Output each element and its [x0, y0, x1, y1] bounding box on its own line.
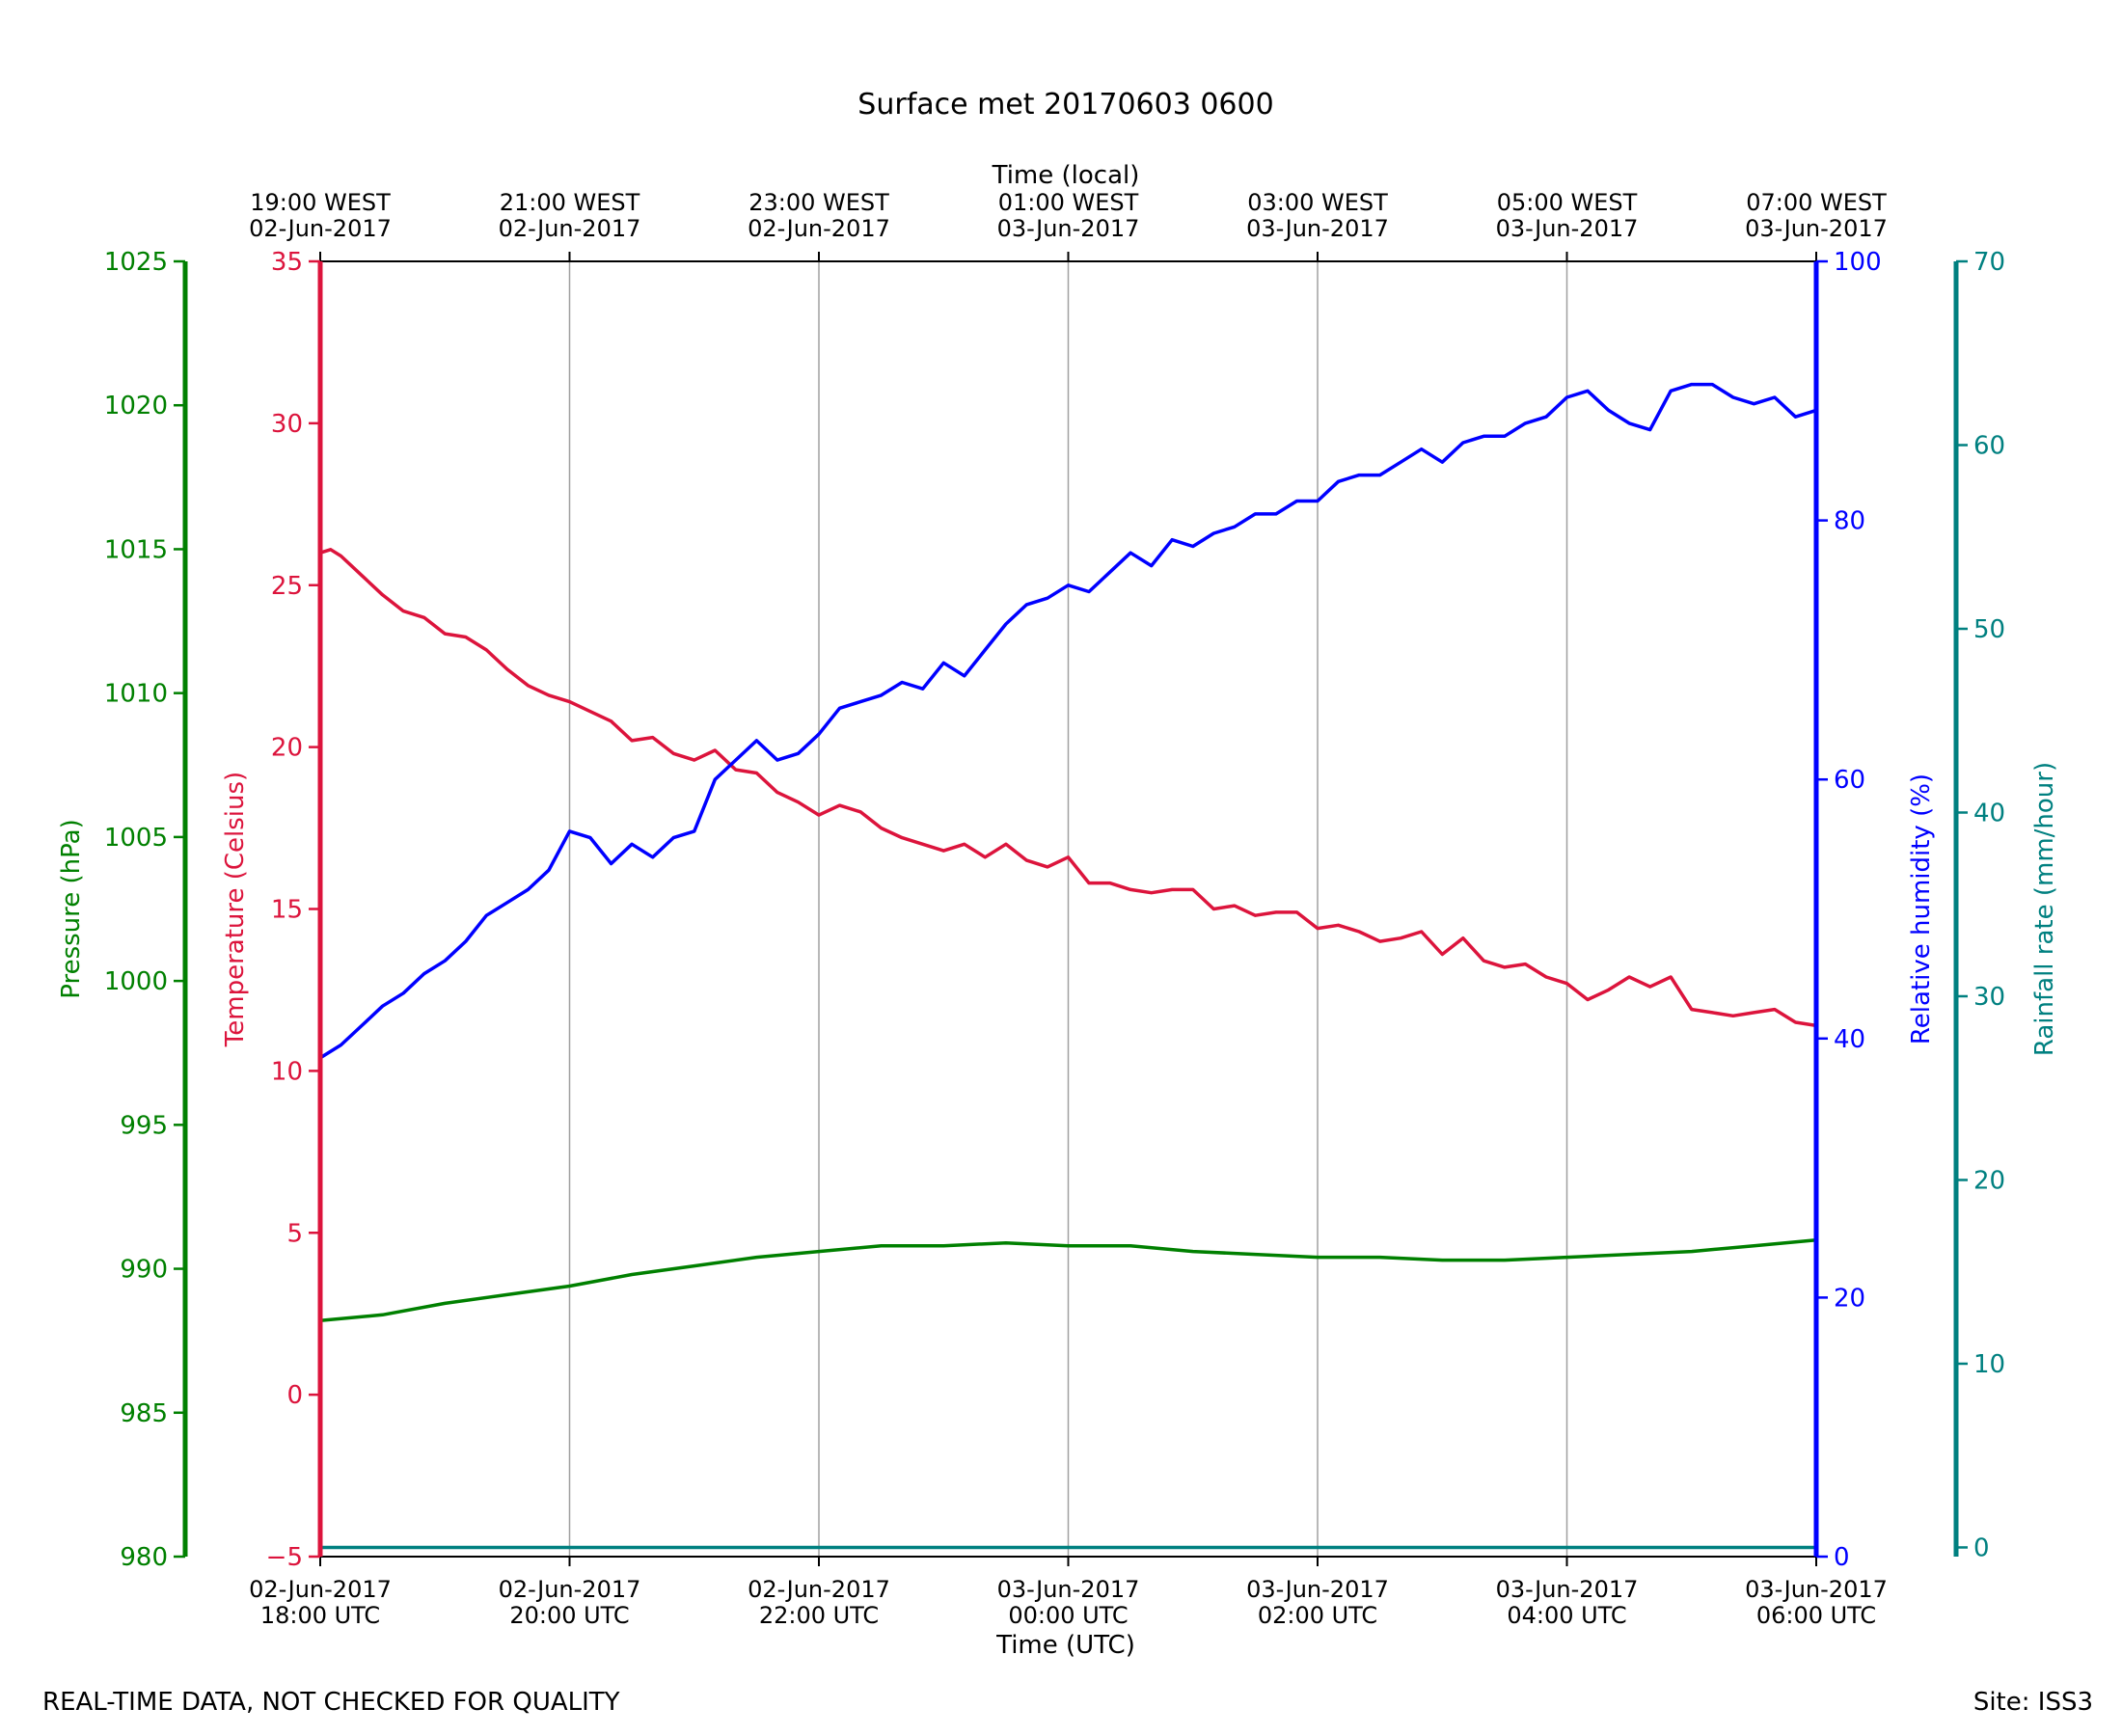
x2-tick-label: 03-Jun-2017 [1745, 215, 1888, 242]
pressure-tick-label: 1005 [104, 824, 168, 853]
rainfall-tick-label: 60 [1973, 431, 2005, 460]
temperature-tick-label: 35 [271, 248, 303, 277]
humidity-tick-label: 80 [1834, 507, 1865, 536]
x2-tick-label: 23:00 WEST [748, 189, 889, 216]
x-tick-label: 02:00 UTC [1258, 1602, 1377, 1629]
rainfall-axis-label: Rainfall rate (mm/hour) [2030, 762, 2059, 1056]
pressure-tick-label: 980 [120, 1543, 168, 1572]
x2-tick-label: 02-Jun-2017 [499, 215, 641, 242]
pressure-tick-label: 990 [120, 1256, 168, 1285]
x2-tick-label: 03-Jun-2017 [1496, 215, 1639, 242]
x2-tick-label: 07:00 WEST [1746, 189, 1887, 216]
humidity-series-line [319, 382, 1817, 1060]
series-lines [319, 382, 1817, 1550]
rainfall-tick-label: 0 [1973, 1533, 1990, 1562]
x-tick-label: 22:00 UTC [759, 1602, 879, 1629]
x-tick-label: 03-Jun-2017 [1496, 1576, 1639, 1603]
pressure-tick-label: 1000 [104, 967, 168, 996]
footer-disclaimer: REAL-TIME DATA, NOT CHECKED FOR QUALITY [42, 1688, 620, 1717]
x-tick-label: 03-Jun-2017 [1745, 1576, 1888, 1603]
temperature-tick-label: 10 [271, 1057, 303, 1086]
x2-tick-label: 05:00 WEST [1497, 189, 1638, 216]
x-tick-label: 03-Jun-2017 [997, 1576, 1140, 1603]
x2-axis-label: Time (local) [992, 161, 1140, 190]
x-tick-label: 20:00 UTC [509, 1602, 629, 1629]
x2-tick-label: 02-Jun-2017 [748, 215, 890, 242]
footer-site: Site: ISS3 [1973, 1688, 2093, 1717]
temperature-tick-label: 20 [271, 734, 303, 763]
x-tick-label: 06:00 UTC [1756, 1602, 1876, 1629]
x2-tick-label: 01:00 WEST [998, 189, 1139, 216]
temperature-tick-label: 30 [271, 410, 303, 439]
rainfall-tick-label: 10 [1973, 1350, 2005, 1379]
temperature-series-line [319, 548, 1817, 1028]
temperature-tick-label: 25 [271, 572, 303, 601]
humidity-tick-label: 0 [1834, 1543, 1850, 1572]
x2-tick-label: 03:00 WEST [1247, 189, 1388, 216]
humidity-tick-label: 20 [1834, 1284, 1865, 1313]
x-tick-label: 02-Jun-2017 [748, 1576, 890, 1603]
humidity-tick-label: 60 [1834, 766, 1865, 795]
x-tick-label: 00:00 UTC [1008, 1602, 1128, 1629]
x-tick-label: 02-Jun-2017 [249, 1576, 392, 1603]
rainfall-tick-label: 30 [1973, 983, 2005, 1012]
pressure-series-line [319, 1237, 1817, 1323]
x-tick-label: 04:00 UTC [1507, 1602, 1626, 1629]
humidity-tick-label: 100 [1834, 248, 1882, 277]
x-tick-label: 03-Jun-2017 [1246, 1576, 1389, 1603]
x2-tick-label: 03-Jun-2017 [997, 215, 1140, 242]
pressure-tick-label: 985 [120, 1399, 168, 1428]
pressure-axis-label: Pressure (hPa) [57, 819, 86, 999]
x-axis-label: Time (UTC) [995, 1631, 1135, 1660]
x-tick-label: 18:00 UTC [260, 1602, 380, 1629]
rainfall-tick-label: 70 [1973, 248, 2005, 277]
humidity-axis-label: Relative humidity (%) [1907, 773, 1936, 1044]
x2-tick-label: 21:00 WEST [500, 189, 640, 216]
rainfall-tick-label: 40 [1973, 799, 2005, 827]
x2-tick-label: 19:00 WEST [250, 189, 391, 216]
humidity-tick-label: 40 [1834, 1025, 1865, 1054]
chart-title: Surface met 20170603 0600 [857, 88, 1273, 122]
grid-lines [568, 261, 1568, 1557]
pressure-tick-label: 1025 [104, 248, 168, 277]
temperature-tick-label: 15 [271, 896, 303, 925]
x2-tick-label: 02-Jun-2017 [249, 215, 392, 242]
rainfall-tick-label: 50 [1973, 615, 2005, 644]
rainfall-tick-label: 20 [1973, 1166, 2005, 1195]
temperature-axis-label: Temperature (Celsius) [221, 772, 250, 1047]
pressure-tick-label: 1010 [104, 680, 168, 709]
pressure-tick-label: 1015 [104, 535, 168, 564]
pressure-tick-label: 995 [120, 1111, 168, 1140]
temperature-tick-label: 0 [286, 1381, 303, 1410]
temperature-tick-label: −5 [266, 1543, 303, 1572]
temperature-tick-label: 5 [286, 1219, 303, 1248]
x-tick-label: 02-Jun-2017 [499, 1576, 641, 1603]
x2-tick-label: 03-Jun-2017 [1246, 215, 1389, 242]
pressure-tick-label: 1020 [104, 392, 168, 420]
